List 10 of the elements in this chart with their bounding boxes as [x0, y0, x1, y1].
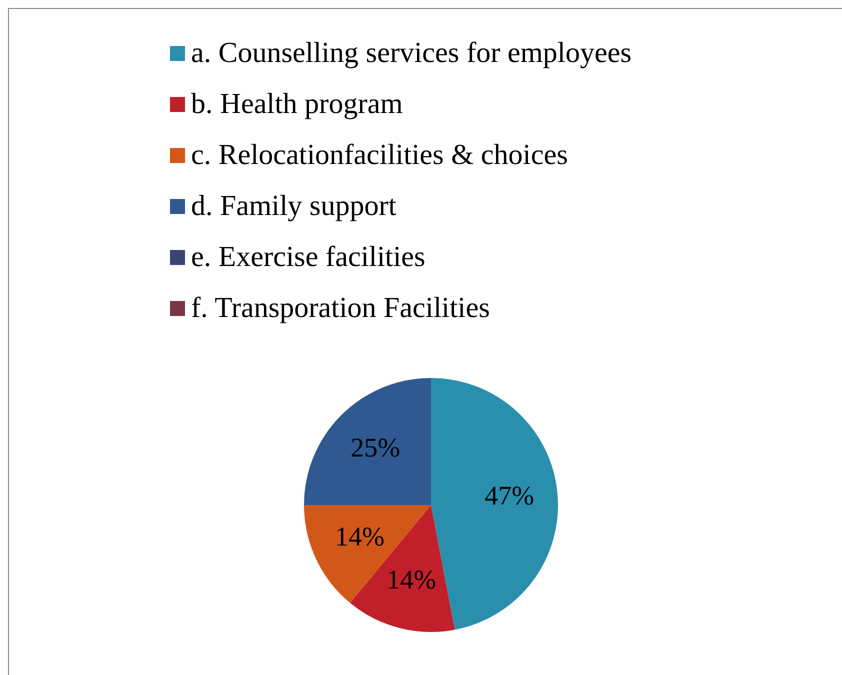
data-label: 14% — [386, 564, 436, 594]
legend-label: a. Counselling services for employees — [191, 37, 632, 70]
data-label: 47% — [484, 480, 534, 511]
legend-label: c. Relocationfacilities & choices — [191, 139, 568, 172]
data-label: 14% — [335, 522, 385, 552]
legend-label: b. Health program — [191, 88, 403, 121]
legend-label: e. Exercise facilities — [191, 241, 426, 274]
legend-label: f. Transporation Facilities — [191, 292, 490, 325]
legend-label: d. Family support — [191, 190, 396, 223]
data-label: 25% — [350, 432, 400, 462]
